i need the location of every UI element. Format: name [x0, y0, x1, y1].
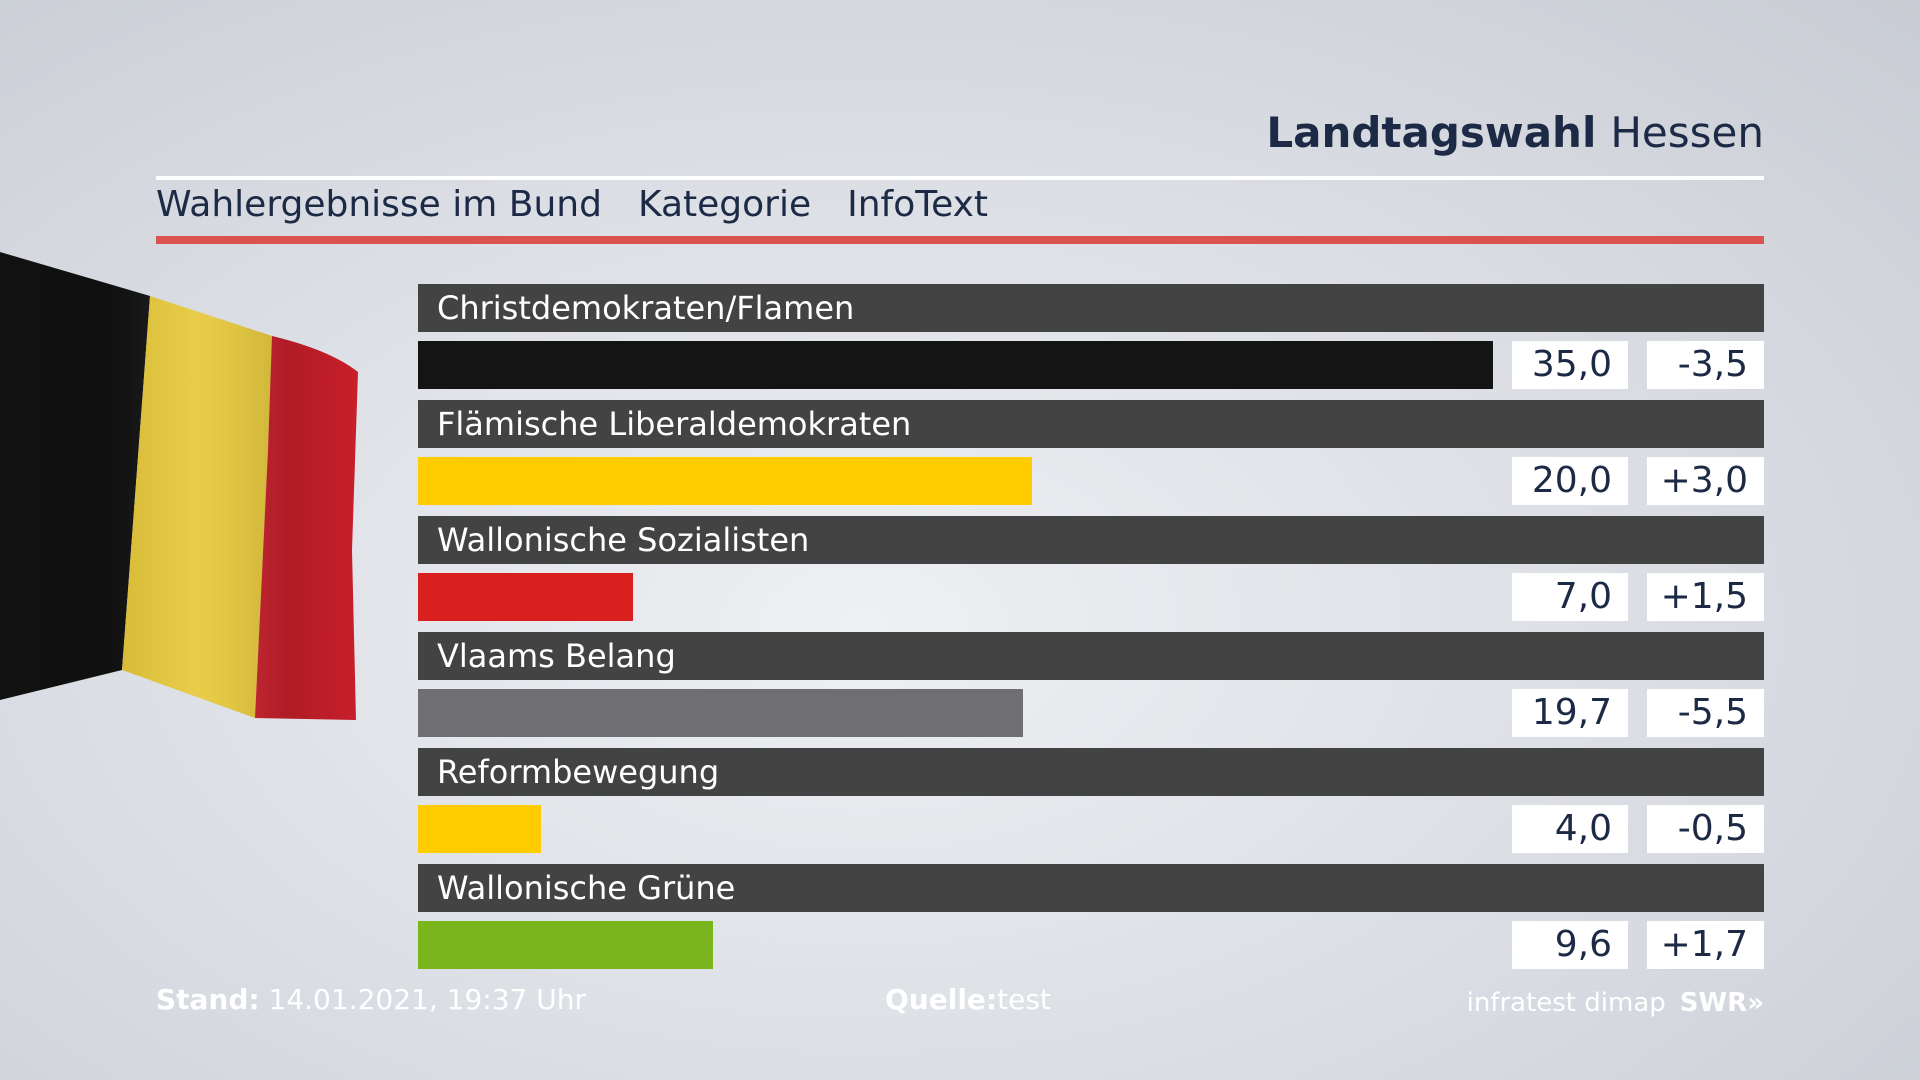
- stand-label: Stand:: [156, 983, 260, 1016]
- footer-quelle: Quelle:test: [885, 983, 1051, 1016]
- change-label: -3,5: [1647, 341, 1764, 389]
- tab-wahlergebnisse: Wahlergebnisse im Bund: [156, 184, 602, 225]
- page-title: Landtagswahl: [1266, 108, 1597, 157]
- result-bar: [418, 573, 633, 621]
- value-label: 4,0: [1512, 805, 1628, 853]
- change-label: +3,0: [1647, 457, 1764, 505]
- tab-kategorie: Kategorie: [637, 184, 812, 225]
- party-header: Vlaams Belang: [418, 632, 1764, 680]
- result-bar: [418, 689, 1023, 737]
- subtitle-row: Wahlergebnisse im Bund Kategorie InfoText: [156, 184, 1024, 225]
- value-label: 20,0: [1512, 457, 1628, 505]
- value-label: 7,0: [1512, 573, 1628, 621]
- party-header: Reformbewegung: [418, 748, 1764, 796]
- page-subtitle: Hessen: [1610, 108, 1764, 157]
- party-label: Wallonische Grüne: [437, 869, 736, 907]
- result-bar: [418, 805, 541, 853]
- footer-logos: infratest dimap SWR»: [1467, 988, 1764, 1018]
- party-label: Reformbewegung: [437, 753, 720, 791]
- party-label: Wallonische Sozialisten: [437, 521, 810, 559]
- change-label: -5,5: [1647, 689, 1764, 737]
- value-label: 35,0: [1512, 341, 1628, 389]
- party-label: Vlaams Belang: [437, 637, 676, 675]
- value-label: 19,7: [1512, 689, 1628, 737]
- title-row: Landtagswahl Hessen: [1266, 108, 1764, 157]
- party-header: Christdemokraten/Flamen: [418, 284, 1764, 332]
- quelle-value: test: [997, 983, 1051, 1016]
- party-label: Christdemokraten/Flamen: [437, 289, 855, 327]
- stand-value: 14.01.2021, 19:37 Uhr: [268, 983, 586, 1016]
- tab-infotext: InfoText: [847, 184, 989, 225]
- results-chart: Christdemokraten/Flamen 35,0 -3,5 Flämische…: [418, 284, 1764, 984]
- title-divider: [156, 176, 1764, 180]
- accent-divider: [156, 236, 1764, 244]
- result-bar: [418, 457, 1032, 505]
- value-label: 9,6: [1512, 921, 1628, 969]
- result-bar: [418, 921, 713, 969]
- quelle-label: Quelle:: [885, 983, 998, 1016]
- party-header: Wallonische Sozialisten: [418, 516, 1764, 564]
- belgium-flag-icon: [0, 252, 358, 720]
- result-bar: [418, 341, 1493, 389]
- party-header: Wallonische Grüne: [418, 864, 1764, 912]
- party-header: Flämische Liberaldemokraten: [418, 400, 1764, 448]
- infratest-logo: infratest dimap: [1466, 988, 1666, 1018]
- change-label: +1,5: [1647, 573, 1764, 621]
- party-label: Flämische Liberaldemokraten: [437, 405, 912, 443]
- change-label: -0,5: [1647, 805, 1764, 853]
- swr-logo: SWR»: [1679, 988, 1764, 1018]
- footer-stand: Stand: 14.01.2021, 19:37 Uhr: [156, 983, 586, 1016]
- change-label: +1,7: [1647, 921, 1764, 969]
